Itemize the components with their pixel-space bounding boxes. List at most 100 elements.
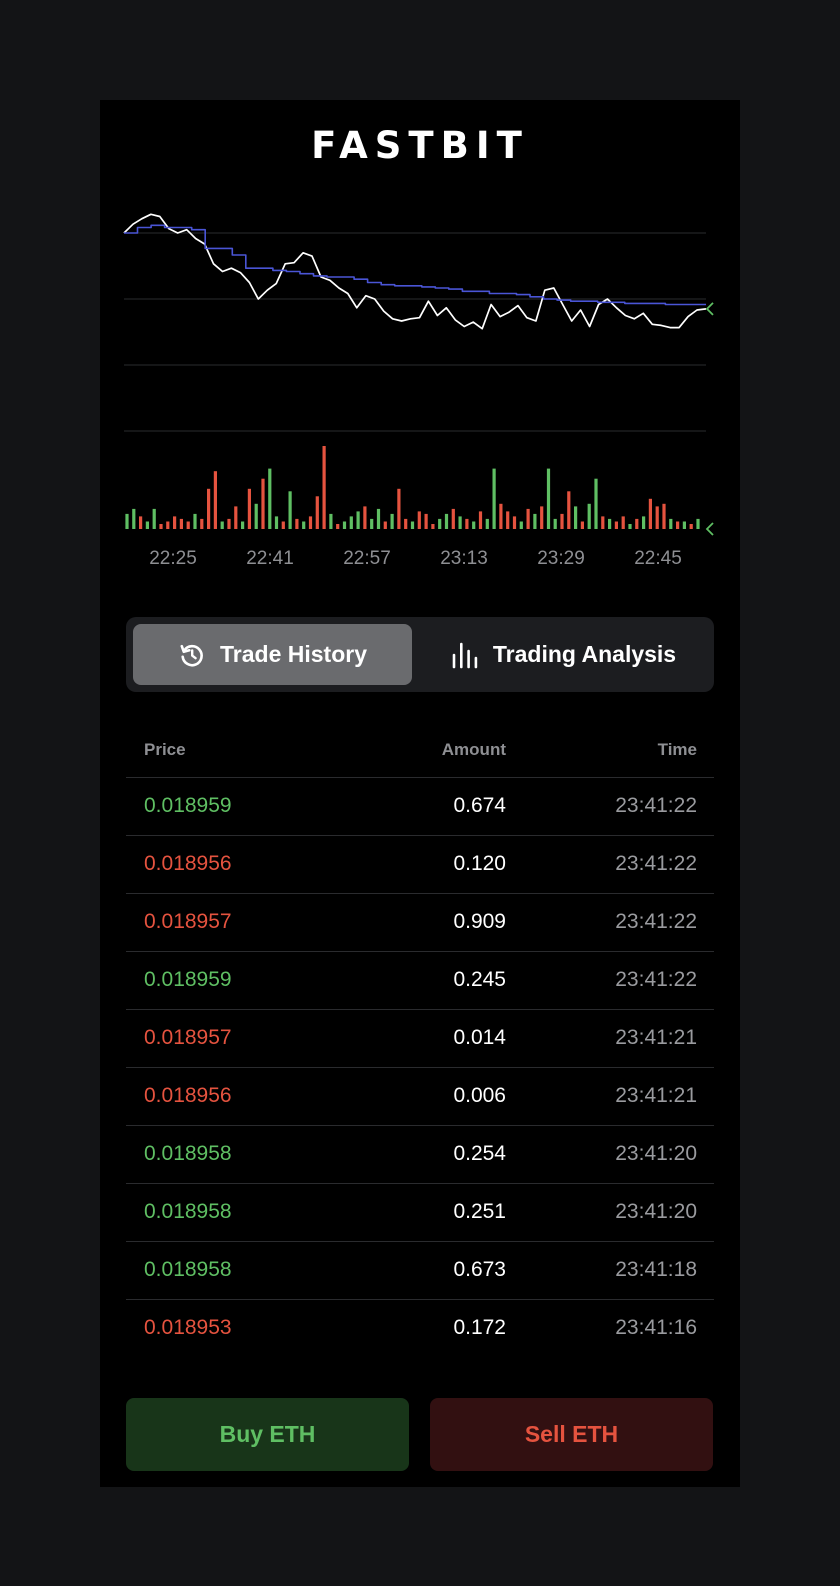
volume-bar (526, 508, 530, 529)
volume-bar (247, 488, 251, 529)
average-price-line (124, 224, 706, 306)
volume-bar (213, 471, 217, 529)
volume-bar (465, 518, 469, 529)
volume-bar (288, 491, 292, 529)
volume-bar (234, 506, 238, 529)
volume-bar (220, 521, 224, 529)
volume-bar (200, 518, 204, 529)
volume-bar (336, 524, 340, 529)
column-header-time: Time (657, 740, 697, 759)
x-tick-label: 22:25 (149, 548, 197, 569)
volume-bar (295, 518, 299, 529)
table-row: 0.018956 0.006 23:41:21 (126, 1068, 714, 1126)
volume-bar (499, 503, 503, 529)
volume-bar (261, 478, 265, 529)
volume-bar (553, 518, 557, 529)
trade-time: 23:41:22 (615, 968, 697, 991)
trade-time: 23:41:18 (615, 1258, 697, 1281)
history-icon (180, 644, 203, 666)
trade-price: 0.018956 (144, 852, 232, 875)
volume-bar (628, 524, 632, 529)
app-window: FASTBIT 22:25 22:41 22:57 23:13 23:29 22:45 T… (100, 100, 740, 1487)
volume-bar (132, 508, 136, 529)
volume-bar (417, 511, 421, 529)
brand-logo: FASTBIT (311, 124, 529, 167)
trade-amount: 0.014 (453, 1026, 506, 1049)
trade-amount: 0.172 (453, 1316, 506, 1339)
volume-bar (281, 521, 285, 529)
trade-time: 23:41:22 (615, 852, 697, 875)
volume-bar (587, 503, 591, 529)
trade-amount: 0.674 (453, 794, 506, 817)
volume-marker-icon (705, 522, 714, 536)
trade-price: 0.018959 (144, 968, 232, 991)
volume-bar (159, 524, 163, 529)
volume-bar (472, 521, 476, 529)
volume-bar (655, 506, 659, 529)
table-row: 0.018958 0.254 23:41:20 (126, 1126, 714, 1184)
trade-amount: 0.006 (453, 1084, 506, 1107)
volume-bar (207, 488, 211, 529)
volume-bar (268, 468, 272, 529)
volume-bar (533, 513, 537, 529)
tab-trading-analysis-label: Trading Analysis (492, 641, 677, 667)
volume-bar (322, 446, 326, 529)
volume-bar (458, 516, 462, 529)
volume-bar (438, 518, 442, 529)
sell-eth-button[interactable]: Sell ETH (430, 1398, 713, 1471)
volume-bar (614, 521, 618, 529)
volume-bar (676, 521, 680, 529)
volume-bar (186, 521, 190, 529)
volume-bar (125, 513, 129, 529)
trade-amount: 0.909 (453, 910, 506, 933)
volume-bar (506, 511, 510, 529)
column-header-price: Price (144, 740, 186, 759)
bar-chart-icon (452, 642, 478, 668)
volume-bar (227, 518, 231, 529)
table-row: 0.018958 0.251 23:41:20 (126, 1184, 714, 1242)
trade-amount: 0.245 (453, 968, 506, 991)
x-tick-label: 23:29 (537, 548, 585, 569)
trade-amount: 0.254 (453, 1142, 506, 1165)
volume-bar (567, 491, 571, 529)
trade-time: 23:41:20 (615, 1200, 697, 1223)
trade-amount: 0.673 (453, 1258, 506, 1281)
volume-bar (173, 516, 177, 529)
volume-bar (485, 518, 489, 529)
table-row: 0.018956 0.120 23:41:22 (126, 836, 714, 894)
trade-price: 0.018959 (144, 794, 232, 817)
volume-bar (241, 521, 245, 529)
tab-trade-history[interactable]: Trade History (133, 624, 412, 685)
volume-bar (370, 518, 374, 529)
volume-bar (608, 518, 612, 529)
volume-bar (145, 521, 149, 529)
volume-bar (662, 503, 666, 529)
volume-bar (363, 506, 367, 529)
volume-bar (478, 511, 483, 529)
volume-bar (648, 498, 652, 529)
trade-price: 0.018957 (144, 910, 232, 933)
volume-bar (574, 506, 578, 529)
volume-bar (254, 503, 258, 529)
volume-bar (302, 521, 306, 529)
buy-eth-button[interactable]: Buy ETH (126, 1398, 409, 1471)
trade-history-header: Price Amount Time (126, 720, 714, 778)
volume-bar (329, 513, 333, 529)
table-row: 0.018953 0.172 23:41:16 (126, 1300, 714, 1357)
trade-price: 0.018958 (144, 1258, 232, 1281)
tab-trade-history-label: Trade History (220, 641, 367, 667)
volume-bar (492, 468, 496, 529)
volume-bar (580, 521, 584, 529)
volume-bar (594, 478, 598, 529)
trade-time: 23:41:16 (615, 1316, 697, 1339)
trade-time: 23:41:21 (615, 1084, 697, 1107)
trade-price: 0.018958 (144, 1200, 232, 1223)
volume-bar (315, 496, 319, 529)
tab-trading-analysis[interactable]: Trading Analysis (420, 624, 707, 685)
volume-bar (635, 518, 639, 529)
volume-bar (451, 508, 455, 529)
table-row: 0.018958 0.673 23:41:18 (126, 1242, 714, 1300)
trade-time: 23:41:22 (615, 794, 697, 817)
column-header-amount: Amount (441, 740, 506, 759)
volume-bar (424, 513, 428, 529)
